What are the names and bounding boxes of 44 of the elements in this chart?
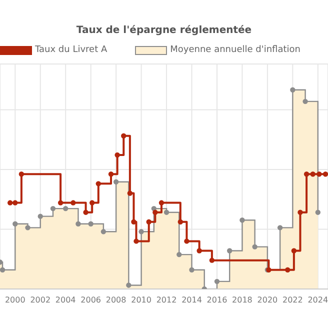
point	[108, 172, 114, 177]
point	[12, 200, 18, 206]
x-tick-label: 2018	[232, 296, 252, 305]
legend-label: Taux du Livret A	[35, 45, 108, 55]
point	[304, 172, 310, 177]
point	[291, 248, 297, 254]
point	[322, 172, 328, 177]
point	[152, 210, 158, 215]
point	[316, 172, 322, 177]
point	[127, 190, 133, 196]
x-tick-label: 2020	[257, 296, 278, 305]
x-tick-label: 2000	[4, 296, 26, 305]
point	[184, 238, 190, 244]
x-tick-label: 2006	[80, 296, 102, 305]
point	[70, 200, 76, 206]
x-tick-label: 2012	[156, 296, 177, 305]
x-tick-label: 2008	[106, 296, 126, 305]
point	[310, 172, 316, 177]
point	[83, 210, 88, 215]
point	[298, 210, 303, 215]
point	[146, 219, 152, 224]
point	[158, 200, 164, 206]
point	[134, 238, 139, 244]
point	[285, 267, 290, 272]
x-tick-label: 2022	[282, 296, 303, 305]
point	[18, 172, 24, 177]
chart-title: Taux de l'épargne réglementée	[75, 24, 253, 36]
x-tick-label: 2016	[206, 296, 228, 305]
point	[89, 200, 95, 206]
point	[121, 133, 126, 138]
point	[209, 258, 215, 263]
point	[58, 200, 64, 206]
point	[114, 152, 120, 158]
point	[7, 200, 13, 206]
x-tick-label: 2024	[308, 296, 328, 305]
point	[131, 219, 136, 224]
x-tick-label: 2002	[30, 296, 51, 305]
x-tick-label: 2004	[55, 296, 76, 305]
x-tick-label: 2014	[182, 296, 202, 305]
point	[96, 181, 101, 186]
x-tick-label: 2010	[131, 296, 152, 305]
legend-label: Moyenne annuelle d'inflation	[170, 45, 300, 55]
point	[196, 248, 202, 254]
point	[178, 219, 183, 224]
